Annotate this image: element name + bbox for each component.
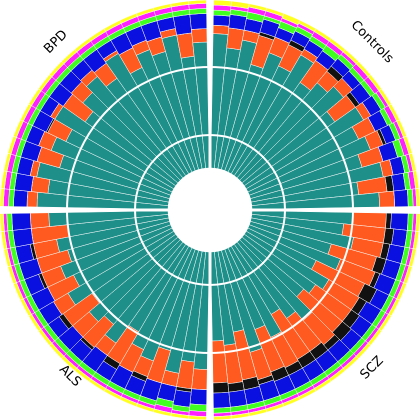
bar-segment — [191, 28, 208, 44]
bar-segment — [191, 368, 208, 390]
bar-segment — [13, 189, 29, 208]
bar-segment — [212, 391, 231, 409]
bar-segment — [189, 13, 208, 30]
bar-segment — [390, 212, 409, 231]
bar-segment — [213, 0, 232, 7]
bar-segment — [212, 14, 231, 27]
bar-segment — [189, 388, 208, 406]
bar-segment — [212, 381, 230, 394]
bar-segment — [378, 190, 396, 208]
bar-segment — [11, 212, 32, 231]
hole — [168, 168, 252, 252]
bar-segment — [172, 14, 193, 36]
bar-segment — [30, 212, 50, 229]
bar-segment — [0, 213, 5, 232]
bar-segment — [12, 228, 34, 248]
bar-segment — [228, 389, 248, 408]
bar-segment — [391, 228, 408, 248]
bar-segment — [26, 190, 39, 208]
bar-segment — [172, 389, 192, 408]
bar-segment — [393, 189, 409, 208]
bar-segment — [188, 0, 207, 5]
bar-segment — [212, 24, 230, 35]
group-label: SCZ — [357, 353, 386, 382]
bar-segment — [189, 403, 207, 412]
group-label: BPD — [41, 27, 71, 57]
bar-segment — [228, 14, 248, 31]
